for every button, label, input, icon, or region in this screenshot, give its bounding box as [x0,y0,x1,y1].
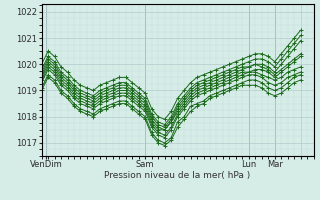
X-axis label: Pression niveau de la mer( hPa ): Pression niveau de la mer( hPa ) [104,171,251,180]
